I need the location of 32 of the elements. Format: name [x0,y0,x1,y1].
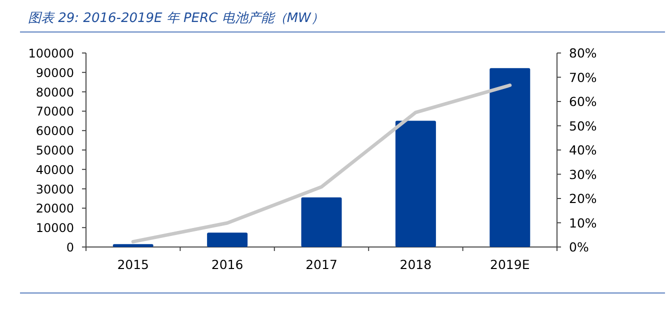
y-tick-label: 40000 [36,162,74,177]
bar [207,232,248,247]
y2-tick-label: 30% [569,166,597,182]
y2-tick-label: 20% [569,191,597,206]
y2-tick-label: 0% [569,240,589,254]
x-tick-label: 2016 [211,257,244,272]
y2-tick-label: 40% [569,142,597,158]
y-tick-label: 50000 [36,144,74,158]
bar [301,197,342,247]
x-tick-label: 2017 [306,257,338,272]
x-tick-label: 2019E [490,257,530,272]
chart-title: 图表 29: 2016-2019E 年 PERC 电池产能（MW） [28,11,324,26]
y-tick-label: 90000 [36,66,74,80]
y-tick-label: 30000 [36,182,74,196]
y2-tick-label: 50% [569,118,597,134]
bar [490,68,530,247]
y-tick-label: 10000 [36,221,74,236]
x-tick-label: 2018 [400,257,432,272]
y-tick-label: 20000 [36,202,74,216]
y2-tick-label: 10% [569,215,597,230]
y2-tick-label: 60% [569,94,597,109]
y-tick-label: 0 [66,240,74,254]
y-tick-label: 80000 [36,85,74,100]
x-tick-label: 2015 [117,257,150,272]
y2-tick-label: 70% [569,70,597,85]
bar [112,244,154,247]
y-tick-label: 70000 [36,104,74,119]
y2-tick-label: 80% [569,46,597,60]
line-series [131,84,512,244]
y-tick-label: 60000 [36,124,74,138]
y-tick-label: 100000 [28,46,74,60]
bar [395,120,436,247]
